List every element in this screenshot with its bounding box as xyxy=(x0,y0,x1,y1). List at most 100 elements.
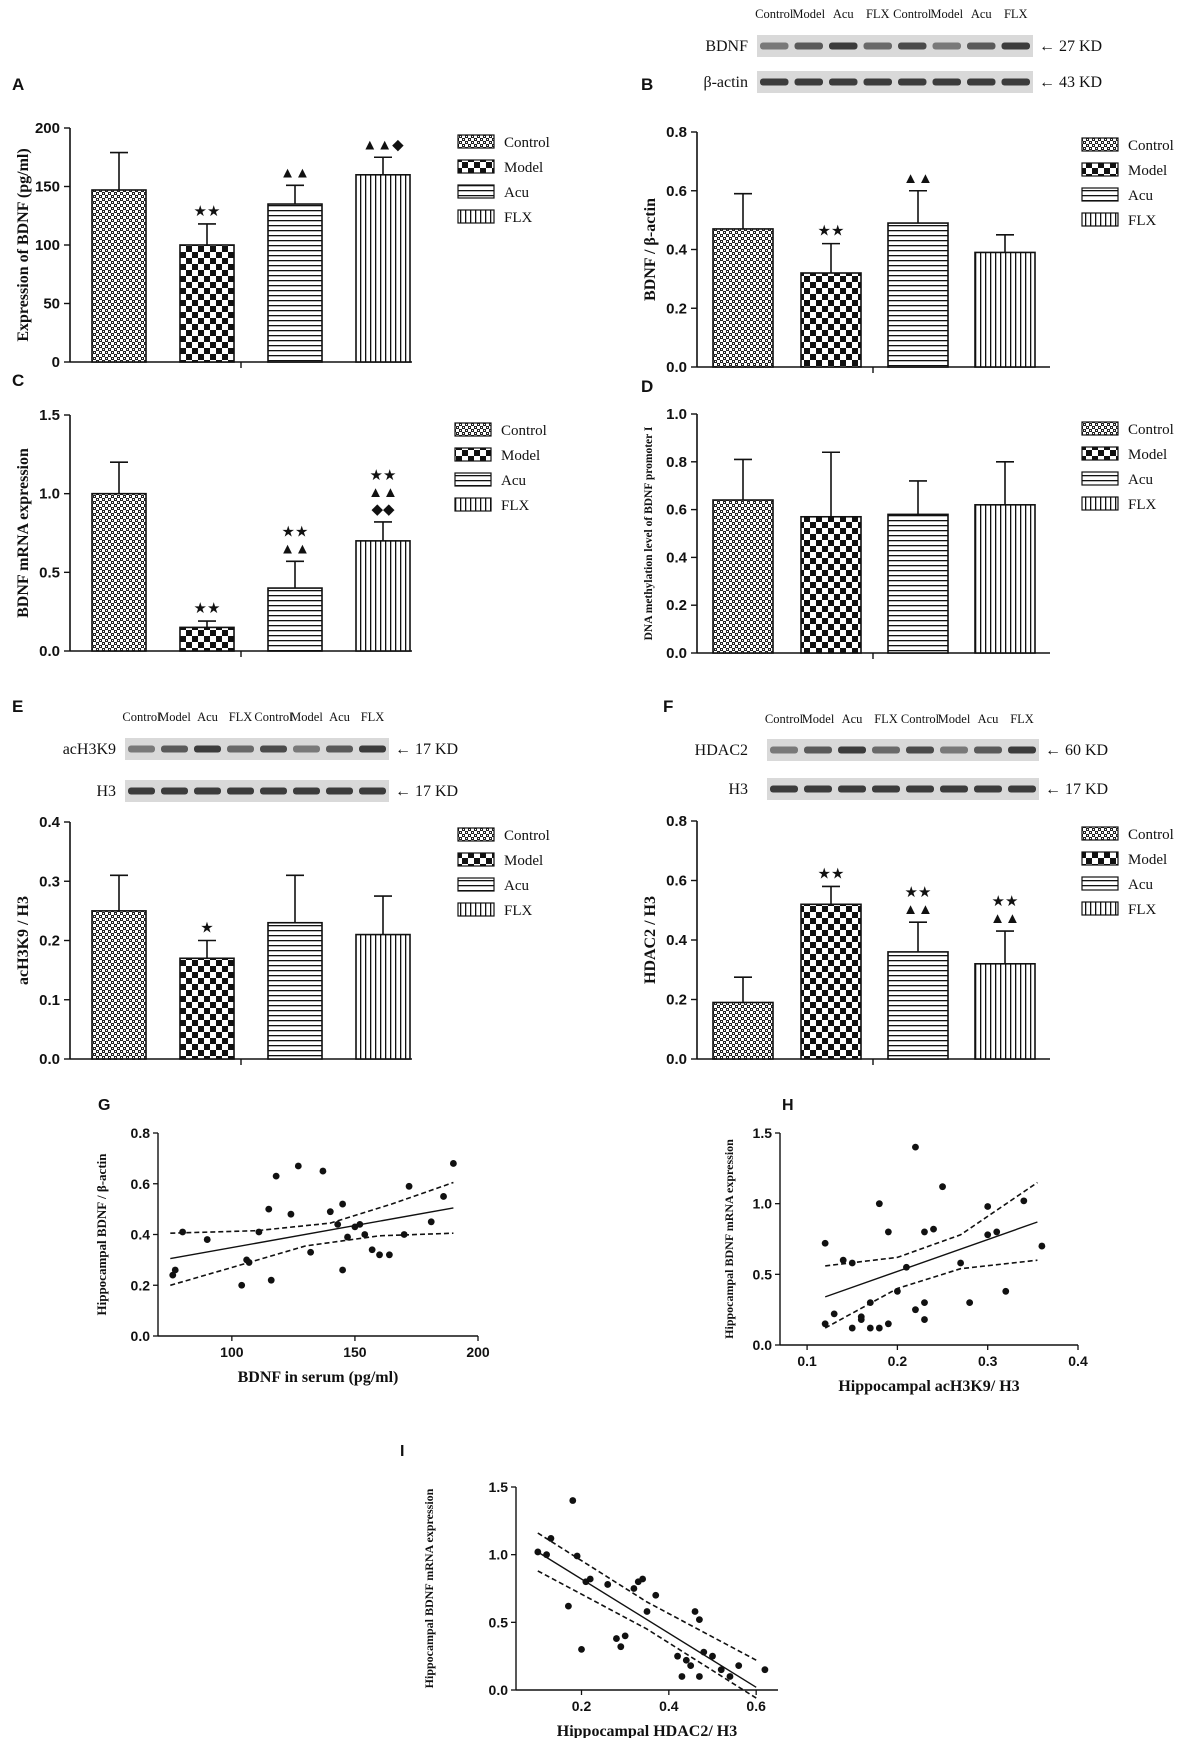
blot-lane-label-flx: FLX xyxy=(229,710,253,724)
blot-band xyxy=(838,746,866,754)
chart-panel-b: B 0.0 0.2 0.4 0.6 0.8 BDNF / β-actin ★★ ▲▲ Contro… xyxy=(641,75,1174,376)
data-point xyxy=(255,1228,263,1236)
bar-control xyxy=(712,228,774,368)
blot-lane-label-acu: Acu xyxy=(833,7,855,21)
data-point xyxy=(1020,1197,1028,1205)
blot-lane-label-model: Model xyxy=(938,712,971,726)
y-tick-label: 150 xyxy=(35,179,60,196)
blot-band xyxy=(770,746,798,754)
legend-swatch-flx xyxy=(1081,496,1119,511)
blot-band xyxy=(161,745,188,753)
legend-swatch-model xyxy=(457,159,495,174)
y-tick-label: 50 xyxy=(43,296,60,313)
y-tick-label: 1.0 xyxy=(39,486,60,503)
blot-lane-label-control: Control xyxy=(893,7,932,21)
blot-band xyxy=(260,787,287,795)
legend-swatch-flx xyxy=(457,209,495,224)
legend-swatch-model xyxy=(457,852,495,867)
legend-swatch-acu xyxy=(1081,471,1119,486)
data-point xyxy=(617,1643,625,1651)
y-axis-label: DNA methylation level of BDNF promoter I xyxy=(643,426,655,640)
data-point xyxy=(761,1666,769,1674)
y-tick-label: 0.0 xyxy=(666,1051,687,1068)
data-point xyxy=(652,1591,660,1599)
blot-band xyxy=(770,785,798,793)
significance-mark-flx: ★★ xyxy=(370,467,397,484)
confidence-band-upper xyxy=(537,1532,757,1661)
blot-strip xyxy=(125,780,389,802)
legend-label-acu: Acu xyxy=(1128,877,1153,893)
data-point xyxy=(565,1602,572,1610)
y-tick-label: 0.4 xyxy=(666,242,688,259)
y-axis-label: Hippocampal BDNF mRNA expression xyxy=(422,1488,436,1688)
data-point xyxy=(726,1673,734,1680)
legend-swatch-model xyxy=(1081,446,1119,461)
blot-size-label: ← 43 KD xyxy=(1039,74,1102,91)
y-tick-label: 0.8 xyxy=(666,124,687,141)
blot-band xyxy=(1008,785,1036,793)
legend-swatch-model xyxy=(1081,851,1119,866)
bar-acu xyxy=(887,222,949,368)
data-point xyxy=(339,1200,347,1208)
confidence-band-upper xyxy=(170,1181,454,1234)
blot-band xyxy=(359,787,386,795)
y-tick-label: 0.5 xyxy=(753,1266,773,1282)
data-point xyxy=(912,1143,919,1151)
blot-band xyxy=(863,78,892,86)
blot-lane-label-flx: FLX xyxy=(1004,7,1028,21)
data-point xyxy=(930,1225,937,1233)
panel-letter-c: C xyxy=(12,371,24,390)
x-tick-label: 0.1 xyxy=(797,1353,817,1369)
data-point xyxy=(921,1299,928,1306)
legend-swatch-acu xyxy=(1081,187,1119,202)
blot-band xyxy=(974,746,1002,754)
legend-label-acu: Acu xyxy=(1128,188,1153,204)
legend-label-acu: Acu xyxy=(504,185,529,201)
regression-line xyxy=(537,1551,757,1688)
legend-swatch-control xyxy=(1081,421,1119,436)
data-point xyxy=(613,1635,620,1642)
legend-label-model: Model xyxy=(1128,852,1167,868)
y-tick-label: 0.2 xyxy=(666,300,687,317)
blot-band xyxy=(932,42,961,50)
significance-mark-model: ★★ xyxy=(194,600,221,617)
blot-protein-label: β-actin xyxy=(703,74,748,91)
data-point xyxy=(400,1231,408,1238)
data-point xyxy=(848,1324,856,1332)
panel-letter-a: A xyxy=(12,75,24,94)
data-point xyxy=(169,1271,177,1279)
legend-label-acu: Acu xyxy=(504,878,529,894)
blot-band xyxy=(293,745,320,753)
blot-lane-label-flx: FLX xyxy=(874,712,898,726)
panel-letter-b: B xyxy=(641,75,653,94)
bar-control xyxy=(91,189,147,363)
blot-band xyxy=(194,745,221,753)
y-axis-label: Expression of BDNF (pg/ml) xyxy=(15,148,32,341)
blot-strip xyxy=(767,778,1039,800)
legend-label-flx: FLX xyxy=(1128,497,1157,513)
y-axis-label: acH3K9 / H3 xyxy=(15,896,32,985)
data-point xyxy=(179,1228,187,1236)
y-tick-label: 0.0 xyxy=(39,1051,60,1068)
data-point xyxy=(265,1205,273,1213)
bar-flx xyxy=(974,962,1036,1060)
data-point xyxy=(687,1662,695,1670)
confidence-band-upper xyxy=(825,1181,1038,1267)
y-tick-label: 1.0 xyxy=(489,1547,509,1563)
y-tick-label: 1.0 xyxy=(666,406,687,423)
data-point xyxy=(578,1646,585,1653)
panel-letter-e: E xyxy=(12,697,23,716)
blot-band xyxy=(898,78,927,86)
blot-band xyxy=(794,42,823,50)
data-point xyxy=(857,1313,865,1321)
y-tick-label: 0.0 xyxy=(489,1682,509,1698)
data-point xyxy=(319,1167,327,1175)
y-tick-label: 0.4 xyxy=(39,814,61,831)
data-point xyxy=(361,1231,369,1238)
data-point xyxy=(334,1220,342,1228)
blot-lane-label-model: Model xyxy=(158,710,191,724)
blot-lane-label-model: Model xyxy=(290,710,323,724)
blot-protein-label: H3 xyxy=(96,783,116,800)
y-axis-label: HDAC2 / H3 xyxy=(642,896,659,984)
